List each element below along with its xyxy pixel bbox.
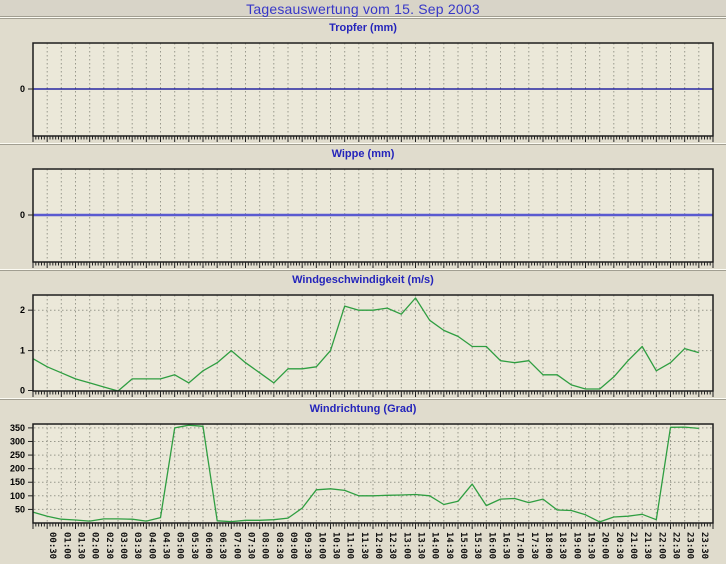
- chart-panel-windgeschwindigkeit: Windgeschwindigkeit (m/s) 0 1 2: [0, 271, 726, 398]
- section-divider: [0, 398, 726, 400]
- svg-text:150: 150: [10, 477, 25, 487]
- svg-text:04:00: 04:00: [146, 532, 156, 559]
- svg-text:16:00: 16:00: [486, 532, 496, 559]
- svg-text:13:00: 13:00: [401, 532, 411, 559]
- svg-text:06:00: 06:00: [203, 532, 213, 559]
- svg-text:16:30: 16:30: [501, 532, 511, 559]
- svg-text:20:00: 20:00: [600, 532, 610, 559]
- svg-text:01:00: 01:00: [61, 532, 71, 559]
- svg-text:21:00: 21:00: [628, 532, 638, 559]
- chart-title-wippe: Wippe (mm): [331, 148, 395, 160]
- svg-text:50: 50: [15, 504, 25, 514]
- svg-text:22:30: 22:30: [671, 532, 681, 559]
- svg-text:02:00: 02:00: [90, 532, 100, 559]
- svg-text:04:30: 04:30: [161, 532, 171, 559]
- svg-text:12:30: 12:30: [387, 532, 397, 559]
- svg-text:11:00: 11:00: [345, 532, 355, 559]
- svg-text:23:30: 23:30: [699, 532, 709, 559]
- svg-text:07:00: 07:00: [231, 532, 241, 559]
- svg-text:08:00: 08:00: [260, 532, 270, 559]
- svg-text:03:00: 03:00: [118, 532, 128, 559]
- svg-text:22:00: 22:00: [656, 532, 666, 559]
- svg-text:18:00: 18:00: [543, 532, 553, 559]
- svg-text:15:00: 15:00: [458, 532, 468, 559]
- page-title: Tagesauswertung vom 15. Sep 2003: [246, 1, 480, 17]
- svg-text:18:30: 18:30: [557, 532, 567, 559]
- svg-text:03:30: 03:30: [132, 532, 142, 559]
- svg-text:200: 200: [10, 464, 25, 474]
- chart-canvas-windgeschwindigkeit: 0 1 2: [20, 294, 714, 397]
- chart-panel-tropfer: Tropfer (mm) 0: [0, 19, 726, 143]
- page-header: Tagesauswertung vom 15. Sep 2003: [0, 0, 726, 17]
- svg-text:01:30: 01:30: [76, 532, 86, 559]
- svg-text:05:00: 05:00: [175, 532, 185, 559]
- svg-text:09:00: 09:00: [288, 532, 298, 559]
- svg-text:19:30: 19:30: [586, 532, 596, 559]
- section-divider: [0, 17, 726, 19]
- svg-text:15:30: 15:30: [472, 532, 482, 559]
- svg-text:12:00: 12:00: [373, 532, 383, 559]
- svg-text:17:30: 17:30: [529, 532, 539, 559]
- chart-canvas-tropfer: 0: [20, 42, 714, 142]
- svg-text:100: 100: [10, 491, 25, 501]
- svg-text:14:00: 14:00: [430, 532, 440, 559]
- svg-text:13:30: 13:30: [416, 532, 426, 559]
- svg-text:1: 1: [20, 346, 25, 356]
- svg-text:11:30: 11:30: [359, 532, 369, 559]
- svg-text:14:30: 14:30: [444, 532, 454, 559]
- svg-text:300: 300: [10, 436, 25, 446]
- svg-text:19:00: 19:00: [571, 532, 581, 559]
- chart-canvas-wippe: 0: [20, 168, 714, 268]
- chart-canvas-windrichtung: 50 100 150 200 250 300 350 00:30 01:00 01:30 02:00…: [10, 423, 714, 559]
- svg-text:07:30: 07:30: [246, 532, 256, 559]
- svg-text:0: 0: [20, 386, 25, 396]
- svg-text:10:30: 10:30: [331, 532, 341, 559]
- chart-panel-wippe: Wippe (mm) 0: [0, 145, 726, 269]
- svg-text:05:30: 05:30: [189, 532, 199, 559]
- svg-text:350: 350: [10, 423, 25, 433]
- svg-text:09:30: 09:30: [302, 532, 312, 559]
- svg-text:08:30: 08:30: [274, 532, 284, 559]
- chart-panel-windrichtung: Windrichtung (Grad) 50 100 150 200 250 300 350…: [0, 400, 726, 564]
- section-divider: [0, 269, 726, 271]
- svg-text:250: 250: [10, 450, 25, 460]
- svg-text:00:30: 00:30: [47, 532, 57, 559]
- svg-text:21:30: 21:30: [642, 532, 652, 559]
- chart-title-tropfer: Tropfer (mm): [329, 22, 397, 34]
- svg-text:17:00: 17:00: [515, 532, 525, 559]
- svg-text:23:00: 23:00: [685, 532, 695, 559]
- section-divider: [0, 143, 726, 145]
- chart-title-windgeschwindigkeit: Windgeschwindigkeit (m/s): [292, 274, 434, 286]
- svg-text:0: 0: [20, 210, 25, 220]
- svg-text:2: 2: [20, 305, 25, 315]
- svg-text:20:30: 20:30: [614, 532, 624, 559]
- chart-title-windrichtung: Windrichtung (Grad): [309, 403, 417, 415]
- svg-text:06:30: 06:30: [217, 532, 227, 559]
- svg-text:02:30: 02:30: [104, 532, 114, 559]
- svg-text:0: 0: [20, 84, 25, 94]
- svg-text:10:00: 10:00: [316, 532, 326, 559]
